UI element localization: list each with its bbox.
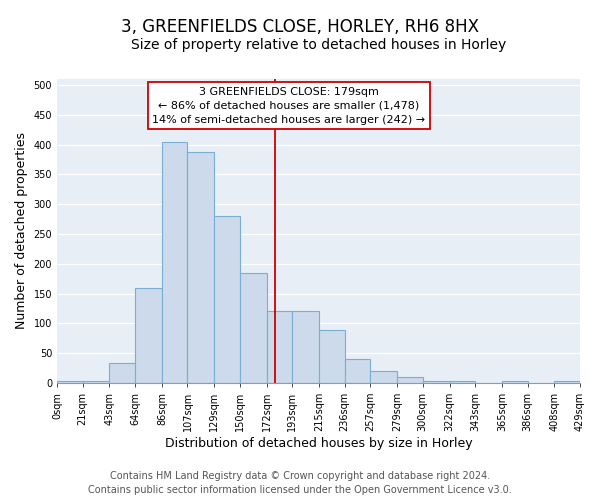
Bar: [267, 312, 292, 383]
Text: Contains HM Land Registry data © Crown copyright and database right 2024.
Contai: Contains HM Land Registry data © Crown c…: [88, 471, 512, 495]
Bar: [214, 216, 240, 383]
Bar: [83, 381, 109, 383]
Bar: [135, 288, 162, 383]
Bar: [423, 381, 449, 383]
Bar: [449, 381, 475, 383]
Bar: [109, 364, 135, 383]
Bar: [57, 381, 83, 383]
Bar: [554, 381, 580, 383]
Bar: [502, 381, 527, 383]
X-axis label: Distribution of detached houses by size in Horley: Distribution of detached houses by size …: [165, 437, 472, 450]
Bar: [397, 377, 423, 383]
Bar: [370, 371, 397, 383]
Bar: [345, 359, 370, 383]
Title: Size of property relative to detached houses in Horley: Size of property relative to detached ho…: [131, 38, 506, 52]
Bar: [319, 330, 345, 383]
Text: 3, GREENFIELDS CLOSE, HORLEY, RH6 8HX: 3, GREENFIELDS CLOSE, HORLEY, RH6 8HX: [121, 18, 479, 36]
Text: 3 GREENFIELDS CLOSE: 179sqm
← 86% of detached houses are smaller (1,478)
14% of : 3 GREENFIELDS CLOSE: 179sqm ← 86% of det…: [152, 87, 425, 125]
Bar: [292, 312, 319, 383]
Bar: [162, 142, 187, 383]
Bar: [187, 152, 214, 383]
Y-axis label: Number of detached properties: Number of detached properties: [15, 132, 28, 330]
Bar: [240, 272, 267, 383]
